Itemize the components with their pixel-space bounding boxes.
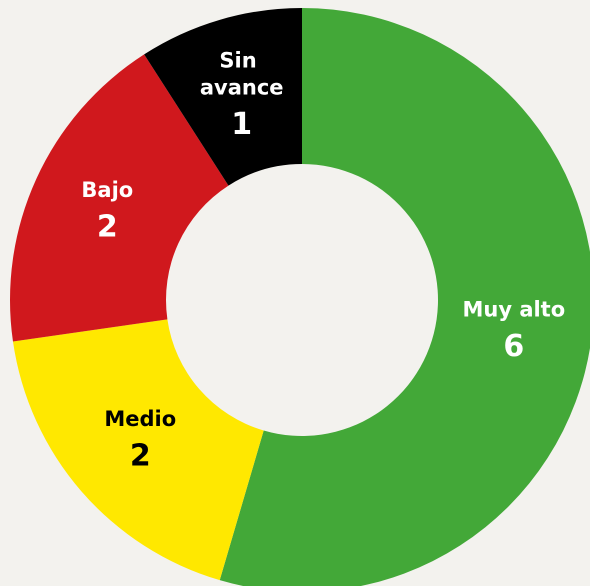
slice-label: Sin avance [200,49,284,100]
slice-value: 6 [503,329,524,364]
slice [10,54,229,342]
slice-label: Muy alto [462,297,565,321]
slice-value: 2 [130,439,151,474]
slice-value: 1 [231,107,252,142]
slice-label: Bajo [81,178,133,202]
slice [144,8,302,186]
slice-label: Medio [104,407,176,431]
slice [12,319,264,581]
slice [219,8,590,586]
slice-value: 2 [97,210,118,245]
